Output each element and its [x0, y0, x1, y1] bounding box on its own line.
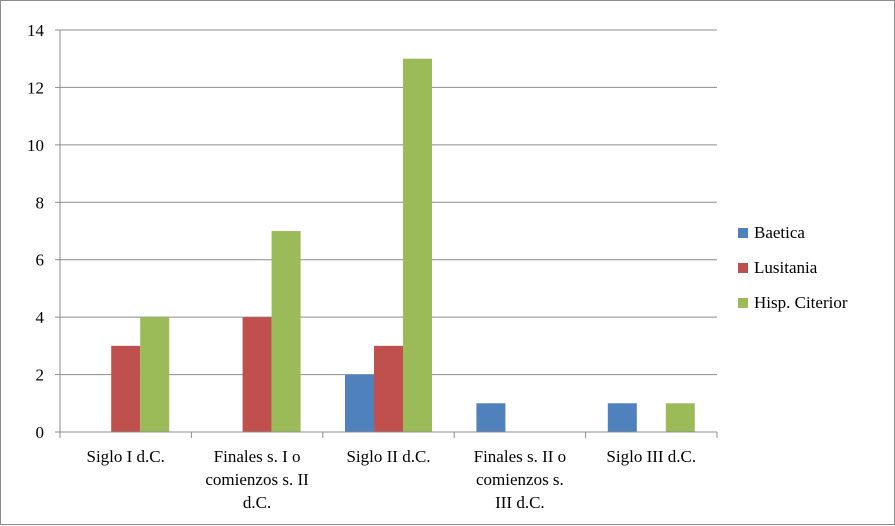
legend: Baetica Lusitania Hisp. Citerior: [738, 223, 848, 312]
bar-baetica: [607, 403, 637, 432]
bar-lusitania: [242, 317, 272, 432]
legend-swatch: [738, 298, 748, 308]
y-tick-label: 0: [36, 423, 45, 442]
x-category-label: III d.C.: [495, 493, 545, 512]
legend-label: Lusitania: [754, 258, 818, 277]
legend-swatch: [738, 228, 748, 238]
bar-baetica: [345, 374, 374, 432]
y-tick-label: 14: [27, 21, 45, 40]
legend-label: Hisp. Citerior: [754, 293, 848, 312]
y-tick-label: 10: [27, 136, 44, 155]
x-category-label: Finales s. II o: [474, 447, 567, 466]
y-tick-labels: 0 2 4 6 8 10 12 14: [27, 21, 45, 442]
axes: [55, 29, 718, 438]
bar-hisp-citerior: [665, 403, 695, 432]
x-category-label: Siglo II d.C.: [346, 447, 430, 466]
x-category-label: comienzos s. II: [205, 470, 309, 489]
bar-hisp-citerior: [403, 58, 432, 432]
x-category-labels: Siglo I d.C. Finales s. I o comienzos s. I…: [86, 447, 696, 512]
bar-lusitania: [374, 345, 403, 432]
x-category-label: Siglo I d.C.: [86, 447, 164, 466]
bars: [111, 58, 695, 432]
x-category-label: Finales s. I o: [214, 447, 301, 466]
bar-hisp-citerior: [140, 317, 170, 432]
y-tick-label: 8: [36, 193, 45, 212]
y-tick-label: 2: [36, 366, 45, 385]
x-category-label: comienzos s.: [476, 470, 564, 489]
y-tick-label: 12: [27, 78, 44, 97]
x-category-label: d.C.: [243, 493, 271, 512]
x-category-label: Siglo III d.C.: [606, 447, 696, 466]
bar-lusitania: [111, 345, 141, 432]
bar-baetica: [476, 403, 506, 432]
y-tick-label: 4: [36, 308, 45, 327]
y-tick-label: 6: [36, 251, 45, 270]
legend-swatch: [738, 263, 748, 273]
legend-label: Baetica: [754, 223, 805, 242]
bar-hisp-citerior: [271, 231, 301, 432]
gridlines: [60, 29, 717, 376]
